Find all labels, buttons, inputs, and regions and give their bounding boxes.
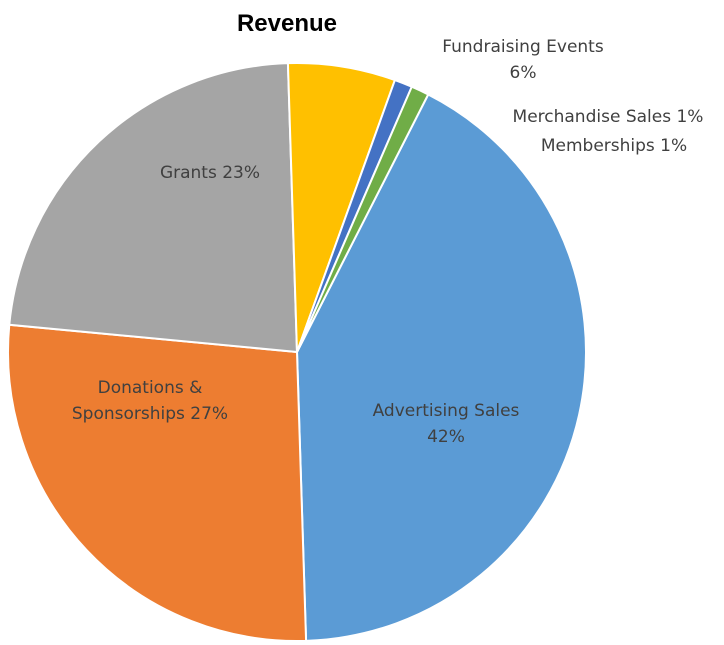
slice-label-grants: Grants 23% — [160, 163, 260, 183]
pie-slice-grants — [8, 62, 299, 354]
slice-label-fundraising-events: Fundraising Events 6% — [442, 37, 604, 83]
pie-slice-memberships — [296, 85, 430, 353]
slice-label-donations-sponsorships: Donations & Sponsorships 27% — [72, 378, 228, 424]
pie-slice-advertising-sales — [295, 93, 587, 642]
pie-labels: Advertising Sales 42% Donations & Sponsorsh… — [72, 37, 704, 447]
slice-label-advertising-sales: Advertising Sales 42% — [373, 401, 520, 447]
pie-slices — [7, 62, 587, 642]
slice-label-merchandise-sales: Merchandise Sales 1% — [513, 107, 704, 127]
chart-title: Revenue — [237, 10, 337, 37]
pie-slice-donations-sponsorships — [7, 323, 308, 642]
slice-label-memberships: Memberships 1% — [541, 136, 687, 156]
